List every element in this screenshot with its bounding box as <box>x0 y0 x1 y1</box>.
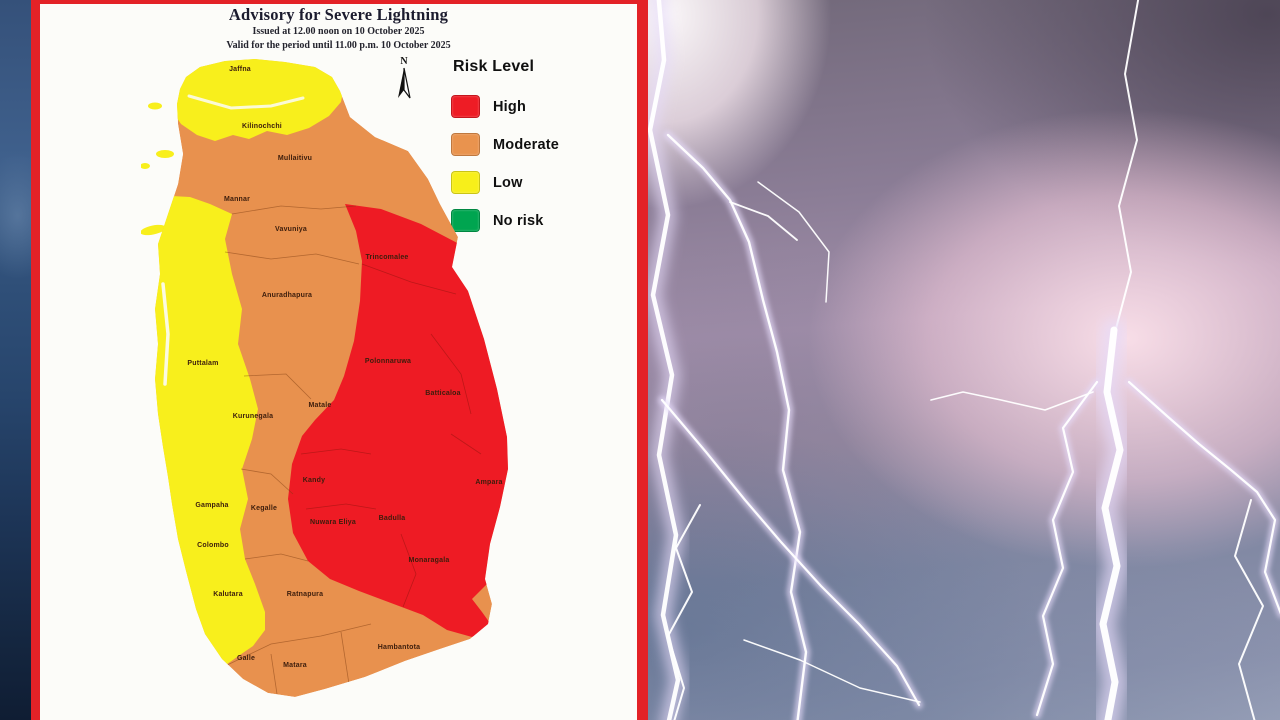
district-label-galle: Galle <box>237 655 255 662</box>
legend-label: Moderate <box>493 136 560 153</box>
legend-swatch-high <box>451 95 480 118</box>
district-label-kegalle: Kegalle <box>251 505 277 512</box>
district-label-trincomalee: Trincomalee <box>365 254 408 261</box>
risk-legend: Risk Level High Moderate Low No risk <box>451 58 559 247</box>
legend-label: High <box>493 98 527 115</box>
district-label-batticaloa: Batticaloa <box>425 390 460 397</box>
district-label-vavuniya: Vavuniya <box>275 226 307 233</box>
district-label-hambantota: Hambantota <box>378 644 420 651</box>
district-label-matara: Matara <box>283 662 307 669</box>
district-label-kalutara: Kalutara <box>213 591 243 598</box>
district-label-ampara: Ampara <box>475 479 502 486</box>
poster-title: Advisory for Severe Lightning <box>228 5 449 24</box>
district-label-polonnaruwa: Polonnaruwa <box>365 358 411 365</box>
legend-swatch-none <box>451 209 480 232</box>
lightning-bolt-left <box>641 0 923 720</box>
district-label-gampaha: Gampaha <box>195 502 228 509</box>
legend-title: Risk Level <box>453 58 535 75</box>
district-label-mullaitivu: Mullaitivu <box>278 155 312 162</box>
advisory-poster: Advisory for Severe Lightning Issued at … <box>31 0 648 720</box>
legend-swatch-low <box>451 171 480 194</box>
district-label-kandy: Kandy <box>303 477 325 484</box>
district-label-matale: Matale <box>309 402 332 409</box>
district-label-kurunegala: Kurunegala <box>233 413 274 420</box>
district-label-puttalam: Puttalam <box>187 360 218 367</box>
legend-swatch-moderate <box>451 133 480 156</box>
poster-header: Advisory for Severe Lightning Issued at … <box>40 5 637 53</box>
compass-label: N <box>400 56 408 67</box>
legend-item-no-risk: No risk <box>451 209 559 232</box>
jaffna-lagoon <box>187 94 305 110</box>
district-label-anuradhapura: Anuradhapura <box>262 292 312 299</box>
district-label-jaffna: Jaffna <box>229 66 251 73</box>
poster-valid-line: Valid for the period until 11.00 p.m. 10… <box>226 40 451 51</box>
offshore-islands <box>141 102 174 236</box>
lightning-bolt-right <box>930 0 1280 720</box>
district-label-monaragala: Monaragala <box>409 557 450 564</box>
legend-items: High Moderate Low No risk <box>451 95 559 232</box>
district-label-mannar: Mannar <box>224 196 250 203</box>
district-labels: Jaffna Kilinochchi Mullaitivu Mannar Vavuniy… <box>187 66 502 669</box>
north-arrow-icon: N <box>398 56 411 99</box>
district-label-colombo: Colombo <box>197 542 229 549</box>
district-label-nuwara-eliya: Nuwara Eliya <box>310 519 356 526</box>
district-borders <box>222 205 482 695</box>
sri-lanka-risk-map: Jaffna Kilinochchi Mullaitivu Mannar Vavuniy… <box>141 59 508 697</box>
legend-item-low: Low <box>451 171 559 194</box>
legend-label: No risk <box>493 212 544 229</box>
district-label-badulla: Badulla <box>379 515 406 522</box>
district-label-ratnapura: Ratnapura <box>287 591 323 598</box>
legend-item-moderate: Moderate <box>451 133 559 156</box>
legend-item-high: High <box>451 95 559 118</box>
legend-label: Low <box>493 174 523 191</box>
district-label-kilinochchi: Kilinochchi <box>242 123 282 130</box>
puttalam-lagoon <box>161 282 170 386</box>
poster-issued-line: Issued at 12.00 noon on 10 October 2025 <box>252 26 425 37</box>
